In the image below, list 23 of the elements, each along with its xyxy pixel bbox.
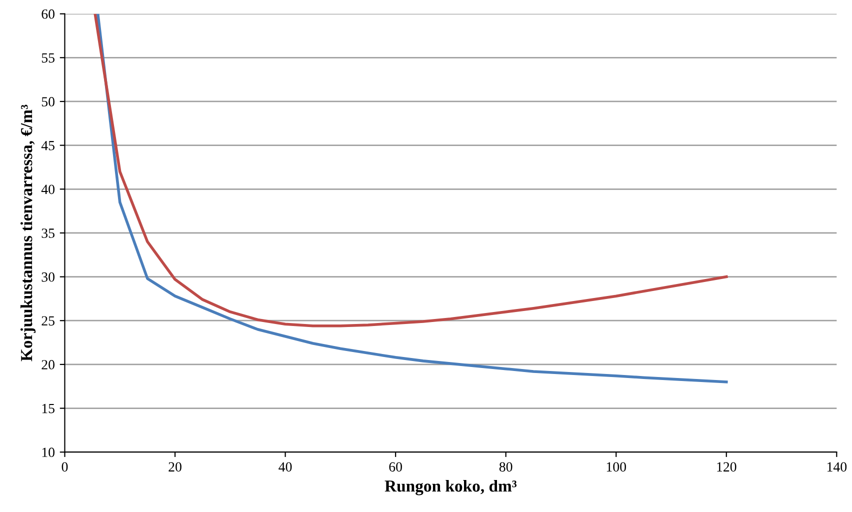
y-tick-label: 35 — [42, 228, 54, 238]
y-tick-label: 40 — [41, 184, 54, 194]
y-tick-label: 50 — [42, 97, 54, 106]
y-tick-label: 20 — [42, 360, 54, 370]
y-tick-label: 15 — [42, 404, 54, 414]
y-tick-label: 55 — [42, 53, 54, 63]
y-tick-label: 30 — [42, 272, 54, 282]
y-tick-label: 45 — [41, 140, 54, 150]
y-tick-label: 25 — [42, 316, 54, 326]
x-axis-title: Rungon koko, dm³ — [384, 480, 517, 496]
x-tick-label: 20 — [168, 462, 182, 472]
y-axis-title: Korjuukustannus tienvarressa, €/m³ — [20, 104, 36, 362]
x-tick-label: 60 — [389, 462, 402, 472]
x-tick-label: 140 — [827, 462, 847, 472]
x-tick-label: 120 — [717, 462, 736, 472]
line-series — [94, 14, 728, 328]
x-tick-label: 0 — [62, 462, 68, 472]
x-tick-label: 40 — [278, 462, 292, 472]
y-tick-label: 60 — [42, 9, 54, 19]
x-tick-label: 80 — [499, 462, 512, 472]
line-series — [96, 14, 728, 384]
x-tick-label: 100 — [606, 462, 626, 472]
y-tick-label: 10 — [42, 448, 54, 458]
